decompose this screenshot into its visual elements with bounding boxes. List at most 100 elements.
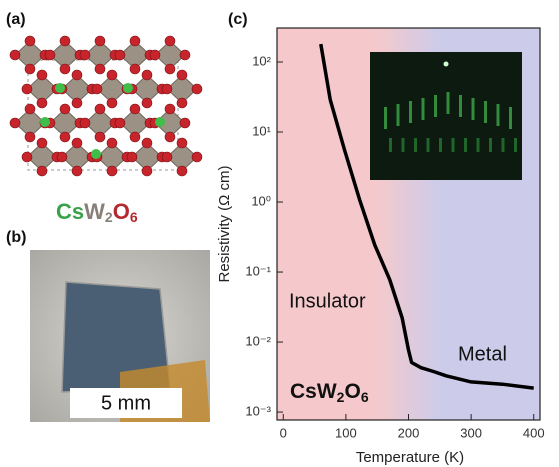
x-tick-label: 100 xyxy=(335,425,357,440)
oxygen-atom xyxy=(130,64,140,74)
oxygen-atom xyxy=(130,104,140,114)
y-axis-title: Resistivity (Ω cm) xyxy=(216,165,233,282)
oxygen-atom xyxy=(107,70,117,80)
oxygen-atom xyxy=(37,166,47,176)
compound-part: CsW xyxy=(290,380,337,403)
inset-streak xyxy=(389,138,392,152)
oxygen-atom xyxy=(165,64,175,74)
oxygen-atom xyxy=(177,138,187,148)
oxygen-atom xyxy=(107,138,117,148)
inset-streak xyxy=(489,138,492,152)
oxygen-atom xyxy=(142,70,152,80)
scale-bar-label: 5 mm xyxy=(101,392,151,414)
inset-streak xyxy=(397,104,400,126)
crystal-structure xyxy=(10,36,202,176)
inset-streak xyxy=(459,95,462,117)
x-axis-title: Temperature (K) xyxy=(356,449,464,466)
oxygen-atom xyxy=(60,132,70,142)
oxygen-atom xyxy=(25,64,35,74)
annotation: Insulator xyxy=(289,290,366,312)
x-tick-label: 200 xyxy=(398,425,420,440)
oxygen-atom xyxy=(165,104,175,114)
oxygen-atom xyxy=(25,104,35,114)
inset-streak xyxy=(464,138,467,152)
inset-spot xyxy=(444,62,449,67)
inset-streak xyxy=(472,98,475,120)
oxygen-atom xyxy=(115,118,125,128)
oxygen-atom xyxy=(45,50,55,60)
oxygen-atom xyxy=(142,98,152,108)
formula-part: 6 xyxy=(130,209,138,225)
oxygen-atom xyxy=(92,84,102,94)
oxygen-atom xyxy=(192,84,202,94)
oxygen-atom xyxy=(180,50,190,60)
oxygen-atom xyxy=(177,98,187,108)
oxygen-atom xyxy=(60,36,70,46)
oxygen-atom xyxy=(37,70,47,80)
oxygen-atom xyxy=(95,36,105,46)
oxygen-atom xyxy=(180,118,190,128)
inset-streak xyxy=(452,138,455,152)
y-tick-label: 10⁻¹ xyxy=(245,263,271,278)
oxygen-atom xyxy=(142,138,152,148)
inset-streak xyxy=(384,107,387,129)
formula-part: O xyxy=(113,199,130,224)
oxygen-atom xyxy=(107,166,117,176)
cesium-atom xyxy=(155,117,165,127)
formula-part: W xyxy=(84,199,105,224)
oxygen-atom xyxy=(22,84,32,94)
inset-streak xyxy=(427,138,430,152)
oxygen-atom xyxy=(95,64,105,74)
compound-part: O xyxy=(344,380,360,403)
inset-streak xyxy=(509,107,512,129)
inset-streak xyxy=(422,98,425,120)
y-tick-label: 10⁻² xyxy=(245,333,271,348)
formula-part: 2 xyxy=(105,209,113,225)
oxygen-atom xyxy=(165,36,175,46)
oxygen-atom xyxy=(192,152,202,162)
inset-streak xyxy=(439,138,442,152)
inset-streak xyxy=(497,104,500,126)
inset-streak xyxy=(514,138,517,152)
y-tick-label: 10¹ xyxy=(252,123,271,138)
oxygen-atom xyxy=(25,132,35,142)
oxygen-atom xyxy=(165,132,175,142)
inset-streak xyxy=(414,138,417,152)
oxygen-atom xyxy=(162,152,172,162)
oxygen-atom xyxy=(150,50,160,60)
inset-streak xyxy=(477,138,480,152)
oxygen-atom xyxy=(115,50,125,60)
oxygen-atom xyxy=(162,84,172,94)
cesium-atom xyxy=(40,117,50,127)
oxygen-atom xyxy=(25,36,35,46)
oxygen-atom xyxy=(10,118,20,128)
inset-streak xyxy=(409,101,412,123)
oxygen-atom xyxy=(22,152,32,162)
inset-streak xyxy=(447,92,450,114)
inset-streak xyxy=(434,95,437,117)
oxygen-atom xyxy=(177,166,187,176)
y-tick-label: 10² xyxy=(252,53,271,68)
panel-label: (a) xyxy=(6,11,26,28)
compound-label: CsW2O6 xyxy=(290,380,369,405)
oxygen-atom xyxy=(72,70,82,80)
inset-streak xyxy=(484,101,487,123)
rheed-inset xyxy=(370,52,522,180)
oxygen-atom xyxy=(80,118,90,128)
oxygen-atom xyxy=(37,138,47,148)
oxygen-atom xyxy=(72,166,82,176)
cesium-atom xyxy=(123,83,133,93)
oxygen-atom xyxy=(95,104,105,114)
oxygen-atom xyxy=(72,138,82,148)
oxygen-atom xyxy=(107,98,117,108)
x-tick-label: 0 xyxy=(280,425,287,440)
oxygen-atom xyxy=(177,70,187,80)
oxygen-atom xyxy=(72,98,82,108)
oxygen-atom xyxy=(127,152,137,162)
annotation: Metal xyxy=(458,343,507,365)
x-tick-label: 300 xyxy=(460,425,482,440)
oxygen-atom xyxy=(130,132,140,142)
compound-part: 6 xyxy=(361,389,369,405)
oxygen-atom xyxy=(80,50,90,60)
oxygen-atom xyxy=(60,104,70,114)
